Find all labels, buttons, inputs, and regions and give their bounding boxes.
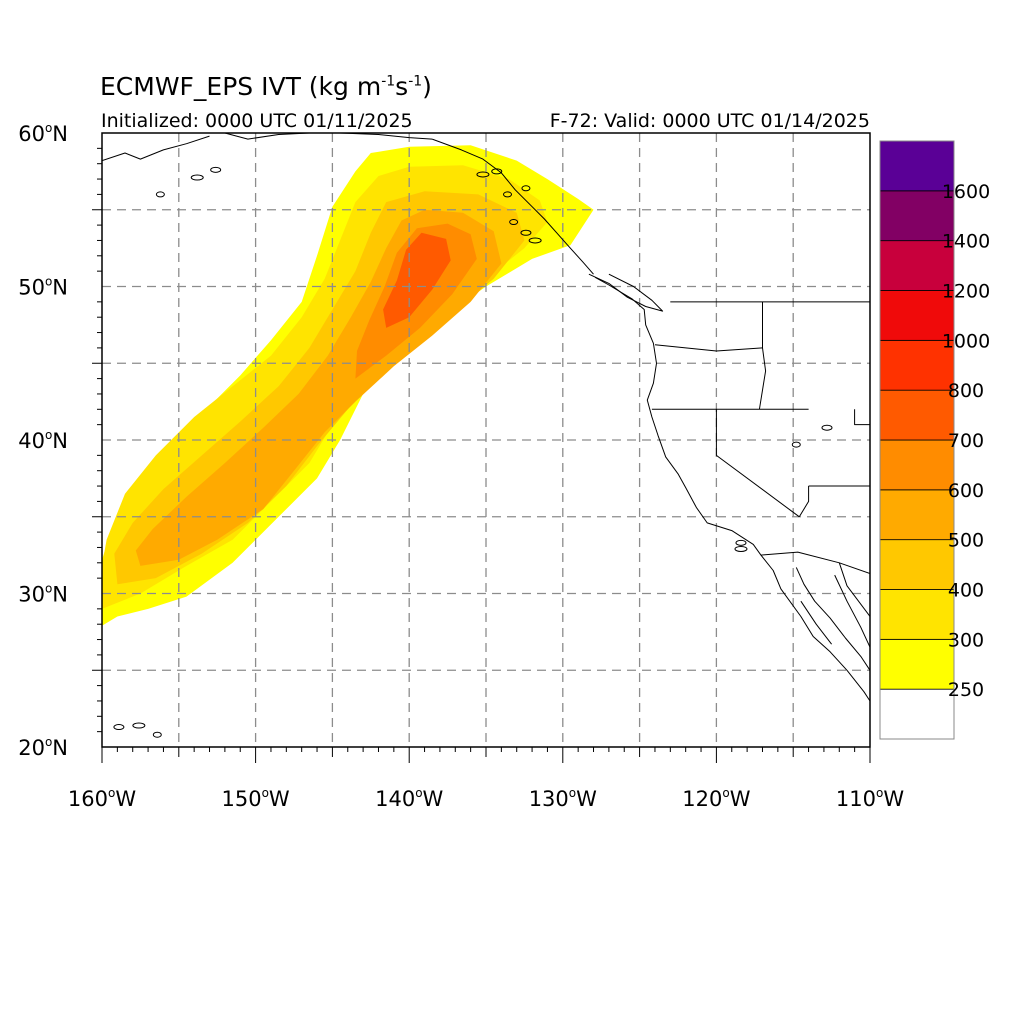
initialized-time: Initialized: 0000 UTC 01/11/2025 (101, 110, 413, 132)
colorbar-label: 1200 (942, 281, 990, 303)
colorbar-label: 250 (948, 679, 984, 701)
nv-az-border (798, 486, 810, 518)
colorbar-box-400 (879, 539, 955, 590)
lon-label: 150oW (221, 786, 289, 811)
ivt-shading-layer (102, 145, 594, 626)
island-outline (476, 171, 490, 178)
lat-label: 50oN (18, 275, 68, 300)
colorbar-label: 400 (948, 580, 984, 602)
lon-label: 160oW (68, 786, 136, 811)
colorbar-label: 800 (948, 380, 984, 402)
ca-nv-border (715, 409, 800, 518)
island-outline (734, 545, 748, 552)
lat-label: 60oN (18, 121, 68, 146)
lat-label: 40oN (18, 428, 68, 453)
colorbar-label: 600 (948, 480, 984, 502)
colorbar-label: 1000 (942, 330, 990, 352)
lat-label: 20oN (18, 735, 68, 760)
map-frame (101, 132, 871, 748)
coastline-layer (102, 133, 870, 738)
island-outline (520, 229, 532, 236)
colorbar-label: 300 (948, 629, 984, 651)
island-outline (132, 722, 146, 729)
ut-border (854, 409, 870, 426)
colorbar-box-below (879, 688, 955, 740)
island-outline (521, 185, 531, 192)
island-outline (528, 237, 542, 244)
island-outline (735, 539, 747, 546)
axis-ticks (92, 147, 871, 763)
island-outline (152, 731, 162, 738)
ivt-colorbar: 250 300 400 500 600 700 800 1000 1200 1400 1600 (879, 140, 990, 740)
island-outline (791, 441, 801, 448)
lon-label: 140oW (375, 786, 443, 811)
axis-labels: 60oN 50oN 40oN 30oN 20oN 160oW 150oW 140oW 130oW… (18, 121, 904, 811)
island-outline (821, 424, 833, 431)
colorbar-label: 1600 (942, 181, 990, 203)
colorbar-box-300 (879, 589, 955, 640)
alaska-coast (432, 138, 594, 275)
lon-label: 130oW (529, 786, 597, 811)
colorbar-box-250 (879, 638, 955, 690)
vancouver-island (588, 273, 664, 312)
island-outline (509, 219, 519, 226)
mexico-border (760, 551, 870, 574)
island-outline (210, 166, 222, 173)
island-outline (503, 191, 513, 198)
colorbar-box-500 (879, 489, 955, 541)
map-title: ECMWF_EPS IVT (kg m-1s-1) (100, 72, 432, 101)
island-outline (491, 168, 503, 175)
gulf-of-alaska-coast (224, 133, 433, 140)
colorbar-box-600 (879, 439, 955, 491)
wa-or-border (654, 344, 763, 352)
island-outline (155, 191, 165, 198)
colorbar-box-700 (879, 389, 955, 441)
lon-label: 110oW (836, 786, 904, 811)
west-coast (594, 276, 870, 702)
lat-label: 30oN (18, 582, 68, 607)
colorbar-box-1000 (879, 290, 955, 341)
colorbar-box-800 (879, 339, 955, 391)
id-border (758, 301, 767, 410)
valid-time: F-72: Valid: 0000 UTC 01/14/2025 (549, 110, 870, 132)
alaska-peninsula (102, 135, 210, 162)
colorbar-label: 1400 (942, 231, 990, 253)
lon-label: 120oW (682, 786, 750, 811)
colorbar-label: 700 (948, 430, 984, 452)
sonora-coast (834, 574, 870, 648)
mexico-gulf-line (838, 562, 870, 617)
colorbar-border (879, 140, 955, 740)
island-outline (190, 174, 204, 181)
island-outline (113, 724, 125, 731)
graticule-lines (102, 133, 870, 747)
baja-interior (800, 600, 832, 645)
gulf-of-california (795, 567, 870, 671)
colorbar-label: 500 (948, 530, 984, 552)
ivt-contour-700 (383, 232, 451, 328)
